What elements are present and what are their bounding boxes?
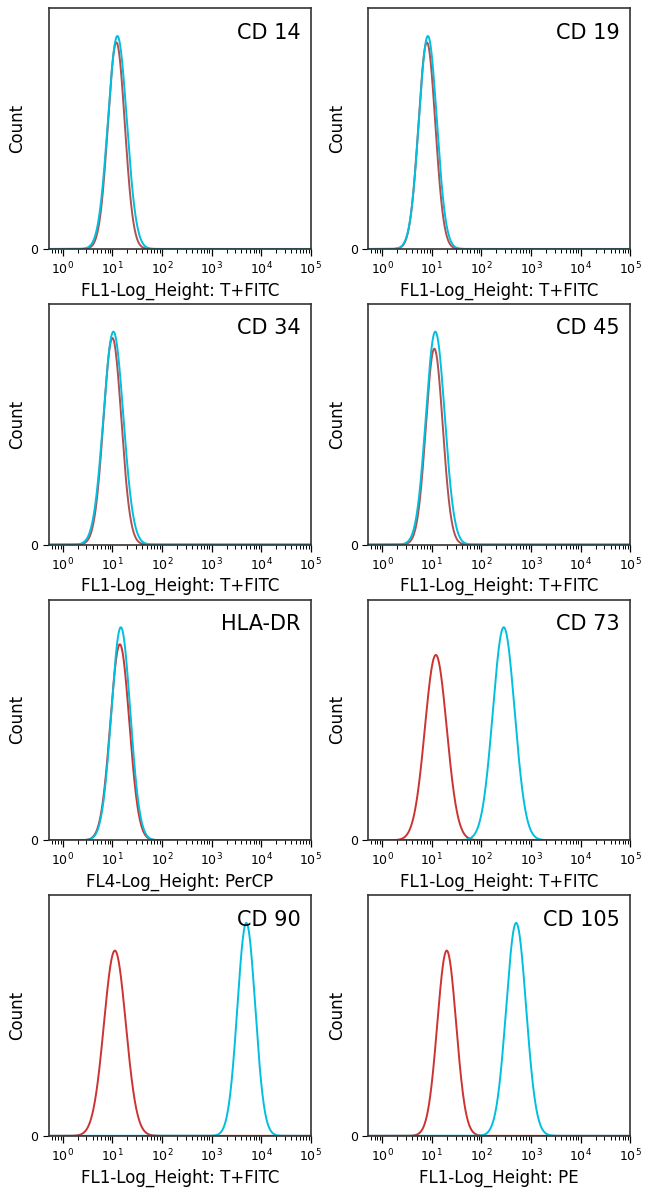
X-axis label: FL1-Log_Height: PE: FL1-Log_Height: PE [419,1169,579,1187]
Text: CD 45: CD 45 [556,318,619,338]
X-axis label: FL1-Log_Height: T+FITC: FL1-Log_Height: T+FITC [81,282,279,300]
X-axis label: FL1-Log_Height: T+FITC: FL1-Log_Height: T+FITC [81,1169,279,1187]
Text: HLA-DR: HLA-DR [221,614,300,635]
X-axis label: FL1-Log_Height: T+FITC: FL1-Log_Height: T+FITC [400,872,599,891]
Text: CD 90: CD 90 [237,909,300,930]
Text: CD 105: CD 105 [543,909,619,930]
X-axis label: FL1-Log_Height: T+FITC: FL1-Log_Height: T+FITC [400,282,599,300]
Y-axis label: Count: Count [328,695,346,744]
Y-axis label: Count: Count [328,991,346,1040]
Text: CD 73: CD 73 [556,614,619,635]
Y-axis label: Count: Count [328,104,346,153]
Y-axis label: Count: Count [328,399,346,449]
Y-axis label: Count: Count [8,991,27,1040]
Y-axis label: Count: Count [8,695,27,744]
X-axis label: FL1-Log_Height: T+FITC: FL1-Log_Height: T+FITC [81,577,279,595]
Text: CD 14: CD 14 [237,23,300,43]
X-axis label: FL4-Log_Height: PerCP: FL4-Log_Height: PerCP [86,872,274,891]
Text: CD 19: CD 19 [556,23,619,43]
Text: CD 34: CD 34 [237,318,300,338]
Y-axis label: Count: Count [8,399,27,449]
X-axis label: FL1-Log_Height: T+FITC: FL1-Log_Height: T+FITC [400,577,599,595]
Y-axis label: Count: Count [8,104,27,153]
